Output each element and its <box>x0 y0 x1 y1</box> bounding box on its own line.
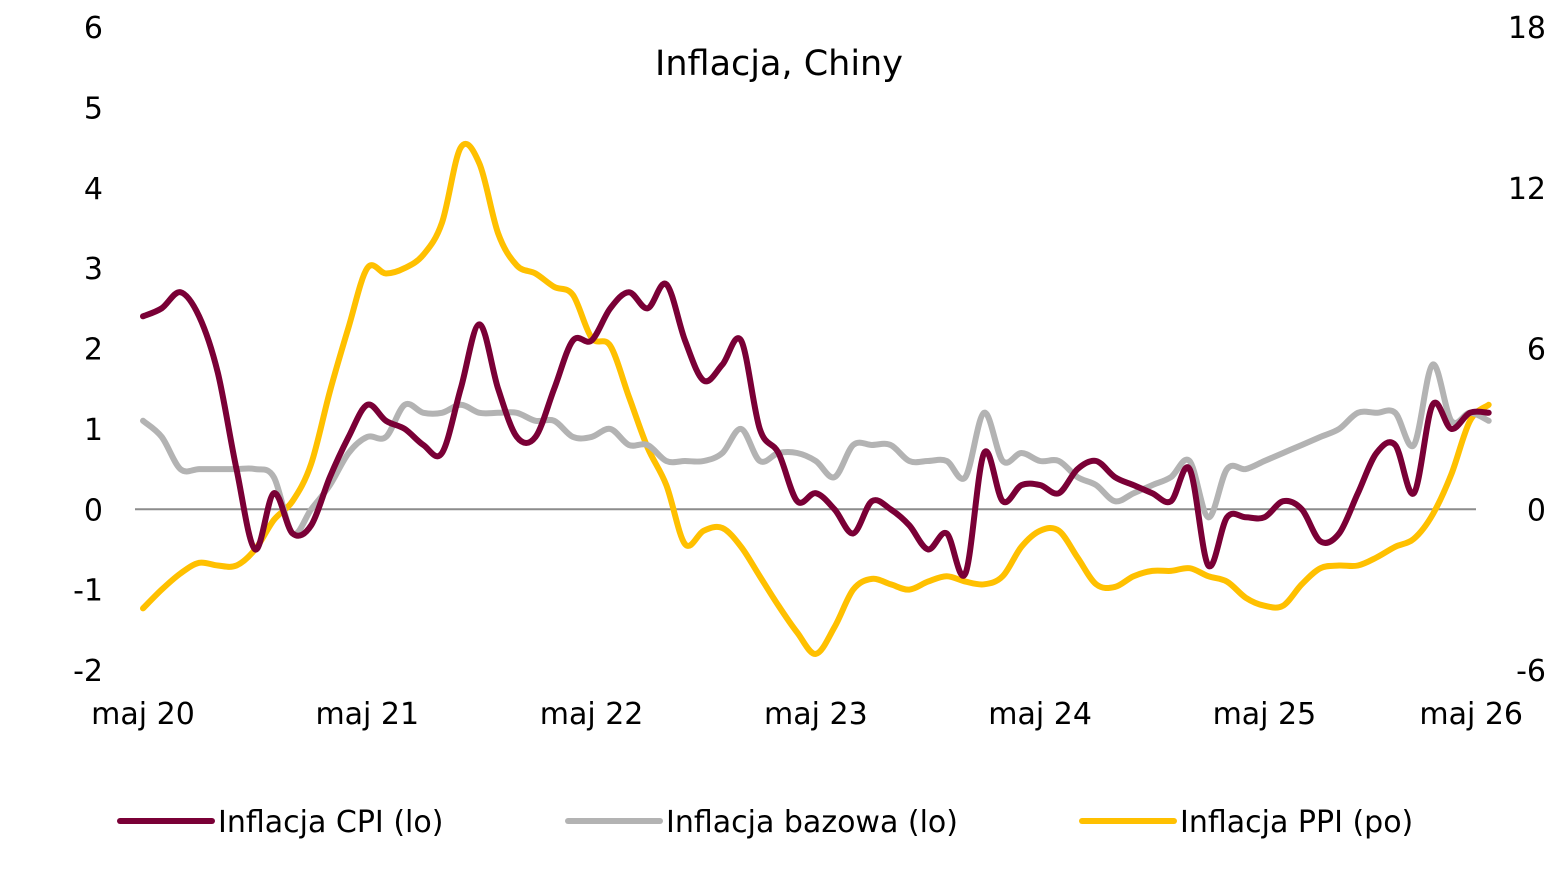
y-left-tick-label: 1 <box>84 413 103 448</box>
x-axis-ticks: maj 20 maj 21 maj 22 maj 23 maj 24 maj 25 maj … <box>91 697 1523 732</box>
x-tick-label: maj 21 <box>315 697 419 732</box>
series-ppi-line <box>140 140 1492 657</box>
y-right-tick-label: -6 <box>1516 654 1546 689</box>
y-left-tick-label: -2 <box>73 654 103 689</box>
y-right-tick-label: 12 <box>1508 172 1546 207</box>
x-tick-label: maj 24 <box>988 697 1092 732</box>
y-right-tick-label: 0 <box>1527 493 1546 528</box>
legend-label: Inflacja CPI (lo) <box>218 805 443 840</box>
y-right-tick-label: 6 <box>1527 333 1546 368</box>
series-layer <box>140 140 1492 657</box>
legend-entry-ppi: Inflacja PPI (po) <box>1079 805 1413 840</box>
legend-entry-cpi: Inflacja CPI (lo) <box>117 805 443 840</box>
legend-label: Inflacja bazowa (lo) <box>666 805 958 840</box>
y-left-tick-label: 0 <box>84 493 103 528</box>
y-left-tick-label: 6 <box>84 11 103 46</box>
x-tick-label: maj 26 <box>1419 697 1523 732</box>
y-left-tick-label: 5 <box>84 91 103 126</box>
x-tick-label: maj 20 <box>91 697 195 732</box>
legend: Inflacja CPI (lo) Inflacja bazowa (lo) Inf… <box>117 805 1413 840</box>
chart-title: Inflacja, Chiny <box>655 44 903 84</box>
x-tick-label: maj 25 <box>1213 697 1317 732</box>
y-axis-left-ticks: 6 5 4 3 2 1 0 -1 -2 <box>73 11 103 689</box>
y-axis-right-ticks: 18 12 6 0 -6 <box>1508 11 1546 689</box>
y-left-tick-label: 4 <box>84 172 103 207</box>
y-left-tick-label: 2 <box>84 333 103 368</box>
y-right-tick-label: 18 <box>1508 11 1546 46</box>
x-tick-label: maj 23 <box>764 697 868 732</box>
legend-entry-core: Inflacja bazowa (lo) <box>565 805 958 840</box>
legend-label: Inflacja PPI (po) <box>1180 805 1413 840</box>
series-cpi-line <box>140 280 1492 579</box>
y-left-tick-label: 3 <box>84 252 103 287</box>
y-left-tick-label: -1 <box>73 574 103 609</box>
series-core-line <box>140 361 1492 538</box>
x-tick-label: maj 22 <box>540 697 644 732</box>
